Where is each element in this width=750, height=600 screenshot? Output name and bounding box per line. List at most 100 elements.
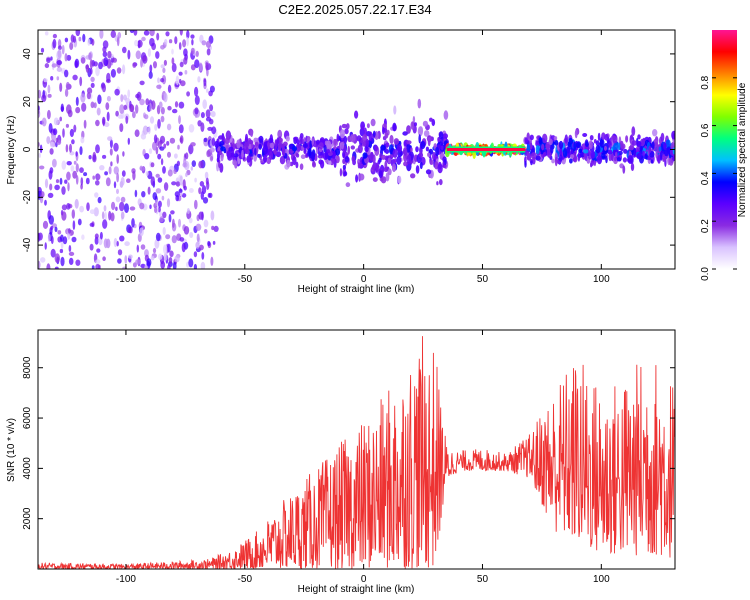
spectral-blob xyxy=(657,154,661,164)
spectral-blob xyxy=(55,179,60,184)
spectral-blob xyxy=(119,201,125,212)
spectral-blob xyxy=(139,80,145,86)
spectral-blob xyxy=(202,197,209,204)
spectral-blob xyxy=(79,146,83,156)
spectral-blob xyxy=(248,139,254,145)
spectral-blob xyxy=(184,70,188,75)
spectral-blob xyxy=(144,114,149,120)
spectral-blob xyxy=(326,140,332,149)
spectral-blob xyxy=(134,189,138,198)
spectral-blob xyxy=(115,110,119,117)
spectral-blob xyxy=(139,227,144,237)
spectral-blob xyxy=(427,137,432,142)
spectral-blob xyxy=(199,181,205,187)
spectral-blob xyxy=(381,154,386,160)
spectral-blob xyxy=(169,250,174,258)
spectral-blob xyxy=(49,167,54,174)
spectral-blob xyxy=(415,146,419,153)
spectral-blob xyxy=(429,117,433,122)
spectral-blob xyxy=(52,128,58,136)
spectral-blob xyxy=(194,59,200,69)
spectral-blob xyxy=(357,144,363,154)
spectral-blob xyxy=(255,141,259,147)
spectral-blob xyxy=(104,211,107,221)
spectral-blob xyxy=(267,141,271,150)
spectral-blob xyxy=(102,256,106,262)
spectral-blob xyxy=(190,142,196,147)
spectral-blob xyxy=(625,135,629,143)
spectral-blob xyxy=(57,49,62,59)
spectral-blob xyxy=(66,161,72,166)
spectral-blob xyxy=(208,192,213,198)
spectral-blob xyxy=(662,157,665,162)
spectral-blob xyxy=(205,62,209,71)
spectral-blob xyxy=(102,40,109,49)
spectral-blob xyxy=(38,232,41,242)
spectral-blob xyxy=(341,123,347,129)
spectral-blob xyxy=(95,259,101,265)
spectral-blob xyxy=(354,110,359,119)
colorbar-tick-label: 0.4 xyxy=(700,171,711,185)
spectral-blob xyxy=(50,225,54,231)
spectral-blob xyxy=(345,182,351,188)
spectral-blob xyxy=(296,143,301,152)
spectral-blob xyxy=(631,140,637,146)
spectral-blob xyxy=(162,211,167,219)
spectral-blob xyxy=(194,86,199,97)
spectral-blob xyxy=(155,173,160,178)
spectral-blob xyxy=(102,51,108,58)
spectral-blob xyxy=(135,259,141,265)
spectral-blob xyxy=(178,42,182,50)
spectral-blob xyxy=(209,147,215,153)
spectral-blob xyxy=(167,264,171,269)
spectral-blob xyxy=(244,148,248,155)
spectral-blob xyxy=(86,92,91,100)
spectral-blob xyxy=(132,111,136,119)
spectral-blob xyxy=(548,138,553,146)
spectral-blob xyxy=(153,61,157,69)
spectral-blob xyxy=(73,160,77,165)
spectral-blob xyxy=(652,129,658,137)
spectral-blob xyxy=(419,161,423,170)
spectral-blob xyxy=(137,39,143,48)
spectral-blob xyxy=(186,37,189,47)
spectral-blob xyxy=(191,160,196,168)
spectral-blob xyxy=(562,148,568,158)
spectrogram-ytick-label: -40 xyxy=(22,237,33,252)
spectral-blob xyxy=(198,211,204,220)
spectral-blob xyxy=(91,265,95,269)
spectral-blob xyxy=(174,255,180,263)
spectral-blob xyxy=(125,115,129,124)
spectral-blob xyxy=(198,160,204,169)
spectral-blob xyxy=(160,64,165,69)
spectral-blob xyxy=(167,105,172,111)
spectral-blob xyxy=(608,141,612,150)
spectral-blob xyxy=(124,255,128,264)
spectral-blob xyxy=(173,169,177,174)
spectral-blob xyxy=(351,155,356,163)
spectral-blob xyxy=(66,54,72,61)
spectral-blob xyxy=(343,135,348,144)
spectral-blob xyxy=(77,218,82,226)
spectral-blob xyxy=(365,138,369,148)
spectral-blob xyxy=(40,257,46,263)
spectral-blob xyxy=(410,121,415,130)
spectral-blob xyxy=(350,145,355,150)
spectral-blob xyxy=(241,149,244,159)
spectral-blob xyxy=(47,109,51,120)
snr-ytick-label: 4000 xyxy=(22,457,33,480)
spectral-blob xyxy=(277,129,283,139)
spectral-blob xyxy=(178,115,181,125)
spectral-blob xyxy=(85,64,90,73)
spectral-blob xyxy=(188,217,193,224)
spectral-blob xyxy=(427,152,431,157)
spectral-blob xyxy=(334,148,341,156)
spectrogram-ytick-label: 40 xyxy=(22,48,33,60)
spectral-blob xyxy=(201,40,207,46)
spectral-blob xyxy=(185,172,188,177)
snr-ylabel: SNR (10 * v/v) xyxy=(6,418,17,482)
spectral-blob xyxy=(61,186,66,195)
spectral-blob xyxy=(110,68,116,78)
spectral-blob xyxy=(203,229,208,234)
